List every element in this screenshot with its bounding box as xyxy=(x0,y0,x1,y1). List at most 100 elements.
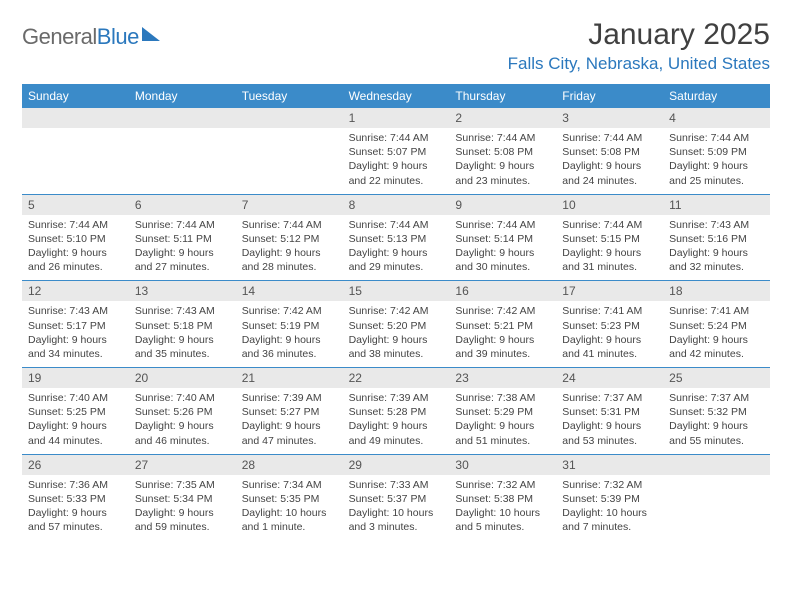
day-number: 14 xyxy=(236,281,343,301)
brand-logo: GeneralBlue xyxy=(22,18,160,50)
day-body: Sunrise: 7:34 AMSunset: 5:35 PMDaylight:… xyxy=(236,475,343,541)
sunrise-text: Sunrise: 7:35 AM xyxy=(135,478,230,492)
sunset-text: Sunset: 5:17 PM xyxy=(28,319,123,333)
brand-part1: General xyxy=(22,24,97,49)
location: Falls City, Nebraska, United States xyxy=(508,54,770,74)
sunset-text: Sunset: 5:10 PM xyxy=(28,232,123,246)
day-cell: 29Sunrise: 7:33 AMSunset: 5:37 PMDayligh… xyxy=(343,455,450,541)
day-number: 8 xyxy=(343,195,450,215)
day-cell: 2Sunrise: 7:44 AMSunset: 5:08 PMDaylight… xyxy=(449,108,556,194)
day-cell: 26Sunrise: 7:36 AMSunset: 5:33 PMDayligh… xyxy=(22,455,129,541)
day-body: Sunrise: 7:37 AMSunset: 5:31 PMDaylight:… xyxy=(556,388,663,454)
daylight-text: Daylight: 9 hours and 27 minutes. xyxy=(135,246,230,274)
day-number: 25 xyxy=(663,368,770,388)
day-body: Sunrise: 7:43 AMSunset: 5:18 PMDaylight:… xyxy=(129,301,236,367)
sunset-text: Sunset: 5:21 PM xyxy=(455,319,550,333)
sunrise-text: Sunrise: 7:44 AM xyxy=(669,131,764,145)
day-cell: 6Sunrise: 7:44 AMSunset: 5:11 PMDaylight… xyxy=(129,195,236,281)
day-body: Sunrise: 7:44 AMSunset: 5:07 PMDaylight:… xyxy=(343,128,450,194)
sunrise-text: Sunrise: 7:32 AM xyxy=(562,478,657,492)
day-number: 22 xyxy=(343,368,450,388)
sunrise-text: Sunrise: 7:44 AM xyxy=(135,218,230,232)
day-number: 24 xyxy=(556,368,663,388)
sunrise-text: Sunrise: 7:44 AM xyxy=(242,218,337,232)
day-body: Sunrise: 7:40 AMSunset: 5:26 PMDaylight:… xyxy=(129,388,236,454)
day-number: 29 xyxy=(343,455,450,475)
day-body: Sunrise: 7:39 AMSunset: 5:27 PMDaylight:… xyxy=(236,388,343,454)
sunset-text: Sunset: 5:08 PM xyxy=(455,145,550,159)
sunrise-text: Sunrise: 7:44 AM xyxy=(349,218,444,232)
daylight-text: Daylight: 9 hours and 30 minutes. xyxy=(455,246,550,274)
sunset-text: Sunset: 5:15 PM xyxy=(562,232,657,246)
day-cell xyxy=(22,108,129,194)
weekday-header: Saturday xyxy=(663,84,770,108)
day-cell xyxy=(663,455,770,541)
sunset-text: Sunset: 5:32 PM xyxy=(669,405,764,419)
day-number xyxy=(663,455,770,475)
sunrise-text: Sunrise: 7:37 AM xyxy=(669,391,764,405)
sunset-text: Sunset: 5:12 PM xyxy=(242,232,337,246)
daylight-text: Daylight: 9 hours and 32 minutes. xyxy=(669,246,764,274)
day-cell: 28Sunrise: 7:34 AMSunset: 5:35 PMDayligh… xyxy=(236,455,343,541)
day-number xyxy=(129,108,236,128)
day-number: 28 xyxy=(236,455,343,475)
day-cell: 5Sunrise: 7:44 AMSunset: 5:10 PMDaylight… xyxy=(22,195,129,281)
day-body: Sunrise: 7:33 AMSunset: 5:37 PMDaylight:… xyxy=(343,475,450,541)
sunrise-text: Sunrise: 7:44 AM xyxy=(455,218,550,232)
sunset-text: Sunset: 5:27 PM xyxy=(242,405,337,419)
day-number: 9 xyxy=(449,195,556,215)
day-body: Sunrise: 7:41 AMSunset: 5:24 PMDaylight:… xyxy=(663,301,770,367)
daylight-text: Daylight: 9 hours and 51 minutes. xyxy=(455,419,550,447)
sunrise-text: Sunrise: 7:44 AM xyxy=(562,131,657,145)
day-number: 1 xyxy=(343,108,450,128)
day-number: 26 xyxy=(22,455,129,475)
daylight-text: Daylight: 9 hours and 59 minutes. xyxy=(135,506,230,534)
sunset-text: Sunset: 5:33 PM xyxy=(28,492,123,506)
day-body: Sunrise: 7:44 AMSunset: 5:08 PMDaylight:… xyxy=(556,128,663,194)
day-cell: 3Sunrise: 7:44 AMSunset: 5:08 PMDaylight… xyxy=(556,108,663,194)
sunset-text: Sunset: 5:28 PM xyxy=(349,405,444,419)
day-cell: 19Sunrise: 7:40 AMSunset: 5:25 PMDayligh… xyxy=(22,368,129,454)
title-block: January 2025 Falls City, Nebraska, Unite… xyxy=(508,18,770,74)
sunset-text: Sunset: 5:35 PM xyxy=(242,492,337,506)
sunset-text: Sunset: 5:37 PM xyxy=(349,492,444,506)
day-cell: 20Sunrise: 7:40 AMSunset: 5:26 PMDayligh… xyxy=(129,368,236,454)
day-number: 31 xyxy=(556,455,663,475)
sunset-text: Sunset: 5:11 PM xyxy=(135,232,230,246)
day-number: 19 xyxy=(22,368,129,388)
sunrise-text: Sunrise: 7:37 AM xyxy=(562,391,657,405)
daylight-text: Daylight: 9 hours and 55 minutes. xyxy=(669,419,764,447)
sunset-text: Sunset: 5:23 PM xyxy=(562,319,657,333)
daylight-text: Daylight: 9 hours and 39 minutes. xyxy=(455,333,550,361)
day-cell: 8Sunrise: 7:44 AMSunset: 5:13 PMDaylight… xyxy=(343,195,450,281)
day-cell xyxy=(129,108,236,194)
day-number: 11 xyxy=(663,195,770,215)
day-number: 2 xyxy=(449,108,556,128)
day-body xyxy=(22,128,129,137)
day-body: Sunrise: 7:41 AMSunset: 5:23 PMDaylight:… xyxy=(556,301,663,367)
sunrise-text: Sunrise: 7:32 AM xyxy=(455,478,550,492)
daylight-text: Daylight: 9 hours and 23 minutes. xyxy=(455,159,550,187)
day-cell: 12Sunrise: 7:43 AMSunset: 5:17 PMDayligh… xyxy=(22,281,129,367)
day-body: Sunrise: 7:38 AMSunset: 5:29 PMDaylight:… xyxy=(449,388,556,454)
daylight-text: Daylight: 9 hours and 24 minutes. xyxy=(562,159,657,187)
sunset-text: Sunset: 5:08 PM xyxy=(562,145,657,159)
day-number: 27 xyxy=(129,455,236,475)
day-cell: 11Sunrise: 7:43 AMSunset: 5:16 PMDayligh… xyxy=(663,195,770,281)
day-cell: 15Sunrise: 7:42 AMSunset: 5:20 PMDayligh… xyxy=(343,281,450,367)
sunset-text: Sunset: 5:24 PM xyxy=(669,319,764,333)
day-cell: 14Sunrise: 7:42 AMSunset: 5:19 PMDayligh… xyxy=(236,281,343,367)
daylight-text: Daylight: 9 hours and 25 minutes. xyxy=(669,159,764,187)
day-number: 12 xyxy=(22,281,129,301)
sunrise-text: Sunrise: 7:40 AM xyxy=(28,391,123,405)
week-row: 5Sunrise: 7:44 AMSunset: 5:10 PMDaylight… xyxy=(22,195,770,282)
weekday-header: Monday xyxy=(129,84,236,108)
brand-text: GeneralBlue xyxy=(22,24,139,50)
daylight-text: Daylight: 9 hours and 34 minutes. xyxy=(28,333,123,361)
day-body: Sunrise: 7:35 AMSunset: 5:34 PMDaylight:… xyxy=(129,475,236,541)
week-row: 12Sunrise: 7:43 AMSunset: 5:17 PMDayligh… xyxy=(22,281,770,368)
day-cell: 4Sunrise: 7:44 AMSunset: 5:09 PMDaylight… xyxy=(663,108,770,194)
sunrise-text: Sunrise: 7:42 AM xyxy=(455,304,550,318)
calendar: SundayMondayTuesdayWednesdayThursdayFrid… xyxy=(22,84,770,540)
day-body: Sunrise: 7:44 AMSunset: 5:10 PMDaylight:… xyxy=(22,215,129,281)
